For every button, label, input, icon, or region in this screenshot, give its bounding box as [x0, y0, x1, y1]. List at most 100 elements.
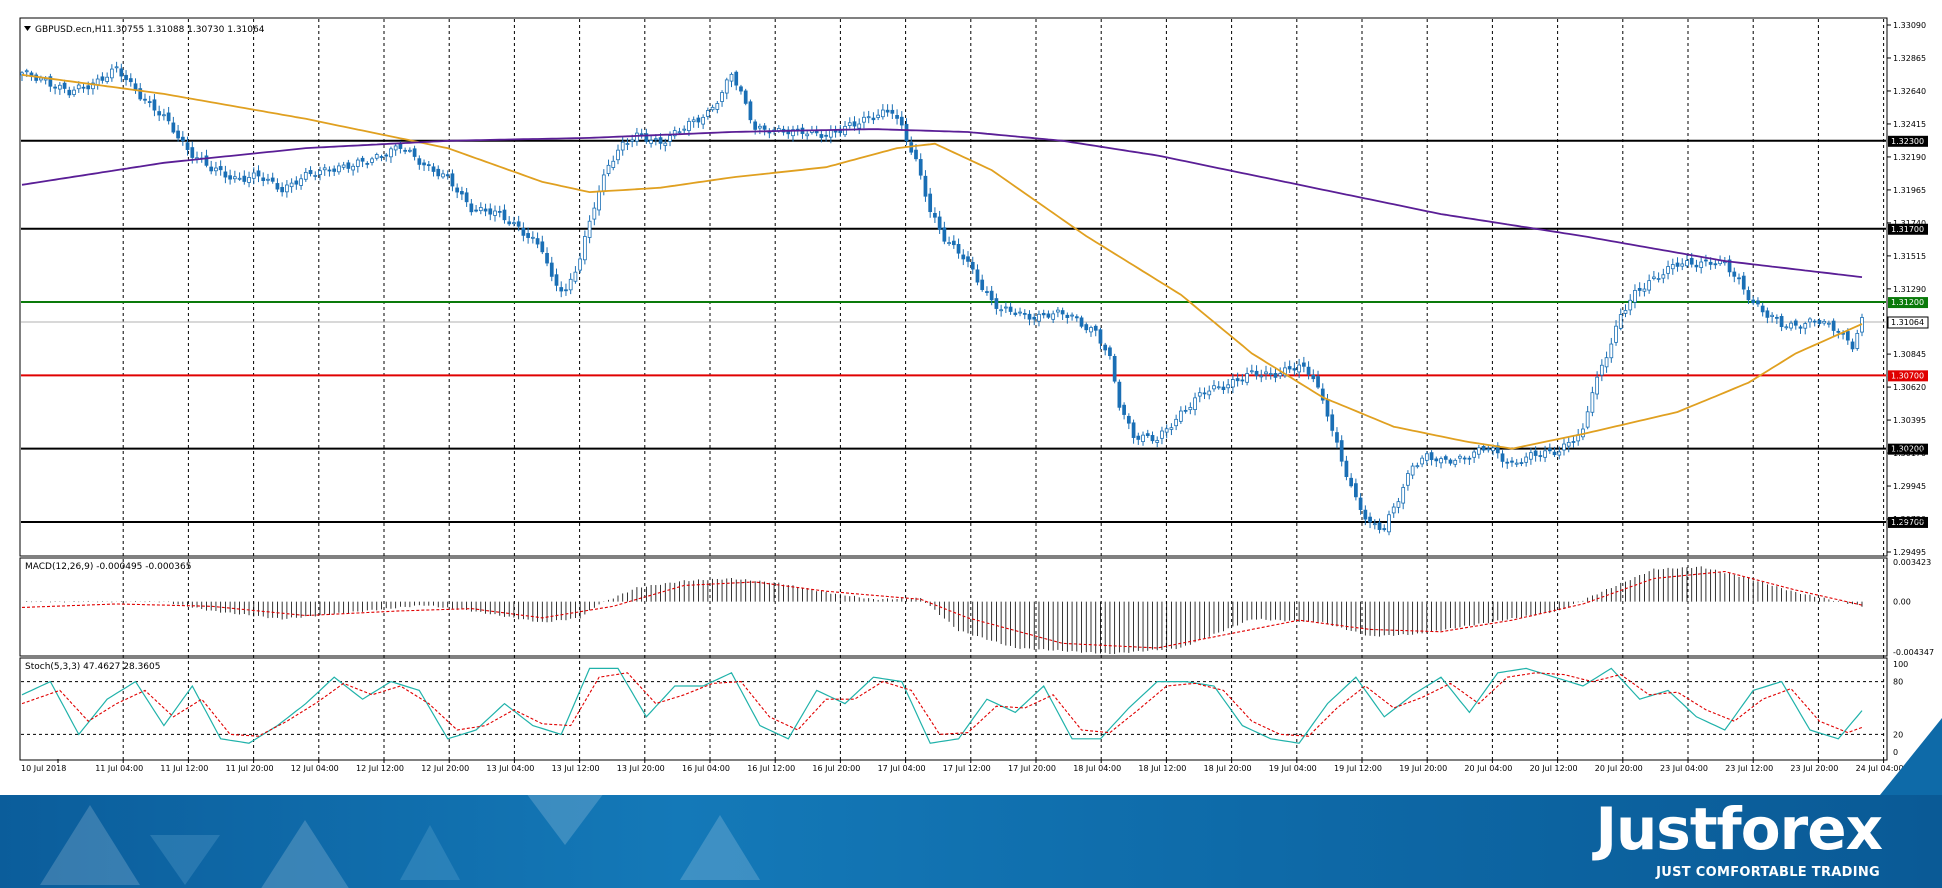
- candle-body: [923, 175, 928, 197]
- candle-body: [247, 177, 251, 183]
- x-tick-label: 20 Jul 12:00: [1530, 764, 1578, 773]
- candle-body: [1831, 320, 1836, 331]
- candle-body: [578, 258, 583, 271]
- dropdown-triangle-icon[interactable]: [24, 26, 31, 31]
- candle-body: [1197, 392, 1202, 397]
- candle-body: [682, 128, 687, 131]
- candle-body: [1391, 506, 1396, 514]
- candle-body: [180, 136, 185, 142]
- x-tick-label: 13 Jul 20:00: [617, 764, 665, 773]
- x-tick-label: 13 Jul 12:00: [552, 764, 600, 773]
- moving-average-orange: [21, 73, 1863, 450]
- candle-body: [1670, 264, 1675, 270]
- candle-body: [1656, 278, 1661, 280]
- brand-tagline: JUST COMFORTABLE TRADING: [1656, 865, 1880, 880]
- candle-body: [1259, 375, 1264, 378]
- candle-body: [758, 125, 762, 129]
- candle-body: [379, 156, 384, 158]
- candle-body: [1566, 441, 1571, 447]
- candle-body: [218, 166, 223, 171]
- candle-body: [1675, 262, 1680, 267]
- candle-body: [568, 278, 573, 291]
- candle-body: [1415, 465, 1420, 468]
- candle-body: [403, 149, 407, 152]
- candle-body: [630, 139, 635, 142]
- candle-body: [1032, 316, 1037, 320]
- candle-body: [1349, 477, 1354, 487]
- symbol-label: GBPUSD.ecn,H1: [35, 25, 107, 35]
- candle-body: [1231, 379, 1235, 388]
- candle-body: [460, 191, 464, 195]
- candle-body: [346, 162, 351, 169]
- decor-triangle: [260, 820, 350, 888]
- candle-body: [1145, 433, 1150, 437]
- candle-body: [1126, 415, 1131, 424]
- candle-body: [1003, 306, 1008, 309]
- candle-body: [1420, 457, 1424, 465]
- level-price-label: 1.30700: [1891, 371, 1924, 380]
- candle-body: [1401, 487, 1406, 504]
- candle-body: [1784, 326, 1789, 329]
- candle-body: [237, 177, 242, 180]
- candle-body: [157, 111, 162, 116]
- candle-body: [1637, 287, 1642, 291]
- x-tick-label: 11 Jul 20:00: [226, 764, 274, 773]
- candle-body: [1850, 341, 1855, 350]
- candle-body: [360, 157, 365, 162]
- candle-body: [171, 122, 176, 133]
- candle-body: [1524, 456, 1529, 463]
- candle-body: [166, 112, 171, 122]
- candle-body: [223, 171, 228, 178]
- candle-body: [72, 89, 76, 95]
- macd-y-tick-label: -0.004347: [1893, 648, 1934, 657]
- candle-body: [762, 125, 767, 130]
- candle-body: [507, 221, 512, 225]
- horizontal-levels: [21, 139, 1886, 523]
- candle-body: [322, 167, 327, 171]
- last-price-box: [1887, 316, 1929, 329]
- candle-body: [119, 68, 124, 77]
- candle-body: [1008, 306, 1013, 312]
- candle-body: [1283, 367, 1287, 377]
- y-tick-label: 1.32415: [1893, 120, 1926, 129]
- candle-body: [1618, 314, 1623, 329]
- candle-body: [1694, 264, 1699, 268]
- candle-body: [1533, 450, 1538, 456]
- level-price-box: [1888, 370, 1928, 382]
- candle-body: [445, 174, 450, 177]
- candle-body: [1756, 300, 1760, 305]
- candle-body: [1358, 497, 1363, 511]
- candle-body: [989, 290, 994, 301]
- candle-body: [1311, 374, 1316, 380]
- candle-body: [516, 221, 521, 227]
- candle-body: [62, 82, 67, 89]
- candle-body: [653, 138, 658, 141]
- candle-body: [1335, 432, 1339, 443]
- candle-body: [351, 165, 355, 171]
- candle-body: [791, 129, 795, 137]
- candle-body: [947, 242, 951, 244]
- candle-body: [190, 147, 195, 158]
- candle-body: [1093, 325, 1098, 331]
- candle-body: [1046, 313, 1051, 318]
- candle-body: [209, 166, 214, 172]
- candle-body: [1609, 343, 1614, 359]
- candle-body: [1268, 373, 1273, 375]
- candle-body: [644, 133, 649, 142]
- candle-body: [1808, 318, 1812, 323]
- candle-body: [355, 159, 360, 167]
- brand-logo-text[interactable]: Justforex: [1595, 795, 1883, 863]
- candle-body: [1434, 458, 1439, 462]
- candle-body: [1240, 379, 1245, 382]
- candle-body: [1486, 448, 1491, 451]
- candle-body: [933, 212, 937, 218]
- candle-body: [1689, 258, 1694, 265]
- candle-body: [67, 89, 72, 96]
- candle-body: [1424, 453, 1429, 461]
- candle-body: [1727, 259, 1732, 273]
- candle-body: [389, 148, 393, 158]
- x-tick-label: 17 Jul 04:00: [878, 764, 926, 773]
- candle-body: [885, 109, 890, 113]
